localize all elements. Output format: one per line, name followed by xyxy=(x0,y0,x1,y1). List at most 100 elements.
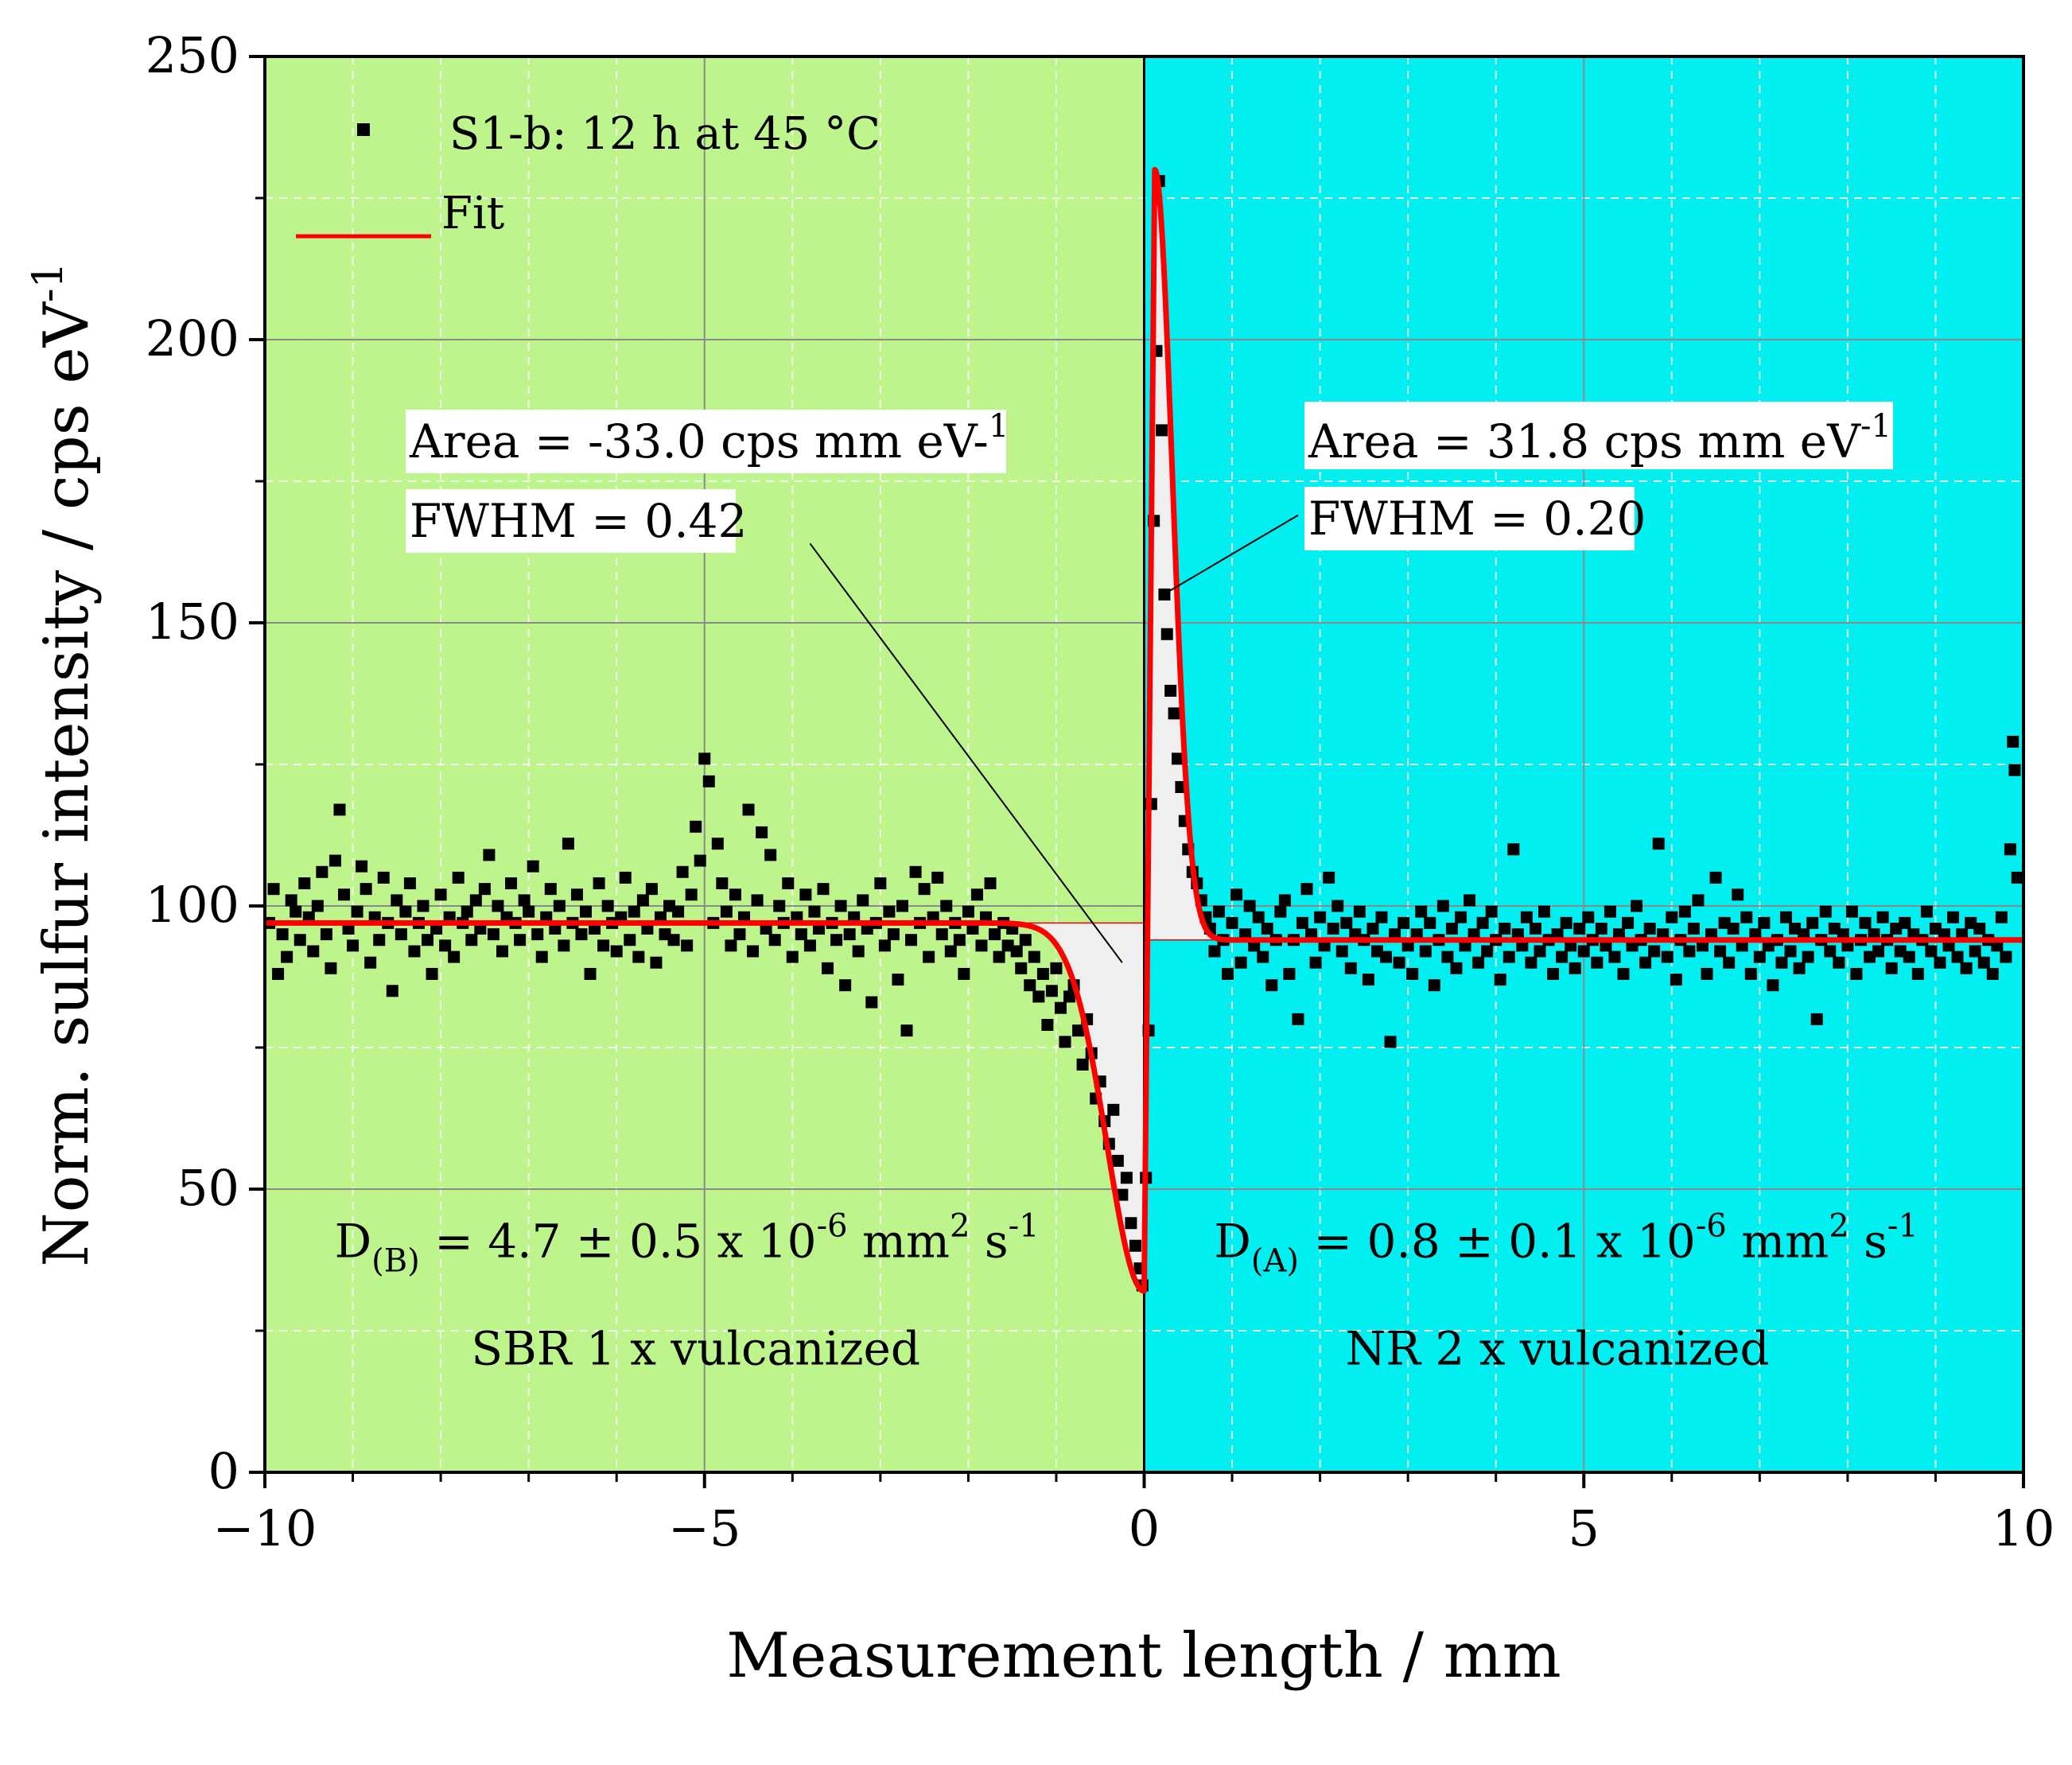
data-point xyxy=(298,877,311,890)
data-point xyxy=(575,928,588,941)
data-point xyxy=(1872,945,1885,958)
data-point xyxy=(469,894,482,907)
data-point xyxy=(742,803,755,816)
data-point xyxy=(2007,736,2020,748)
annotation-left-area: Area = -33.0 cps mm eV-1 xyxy=(409,408,1009,468)
data-point xyxy=(492,900,504,912)
data-point xyxy=(1560,916,1572,929)
data-point xyxy=(535,951,548,963)
data-point xyxy=(1063,990,1076,1003)
data-point xyxy=(426,967,438,980)
data-point xyxy=(1450,962,1463,974)
data-point xyxy=(338,888,350,901)
annotation-left: Area = -33.0 cps mm eV-1 FWHM = 0.42 xyxy=(406,408,1009,553)
x-tick-label: −10 xyxy=(213,1499,317,1557)
data-point xyxy=(478,883,491,896)
data-point xyxy=(1156,424,1168,437)
data-point xyxy=(650,956,663,969)
data-point xyxy=(1454,911,1467,923)
data-point xyxy=(1274,905,1287,918)
data-point xyxy=(1819,905,1832,918)
data-point xyxy=(1252,911,1265,923)
data-point xyxy=(1476,916,1489,929)
data-point xyxy=(399,905,412,918)
data-point xyxy=(320,928,332,941)
data-point xyxy=(276,928,289,941)
data-point xyxy=(892,974,904,986)
annotation-right-area: Area = 31.8 cps mm eV-1 xyxy=(1308,408,1891,468)
data-point xyxy=(1335,945,1348,958)
data-point xyxy=(1977,956,1990,969)
data-point xyxy=(377,871,390,884)
data-point xyxy=(1692,894,1705,907)
data-point xyxy=(1723,956,1736,969)
data-point xyxy=(1622,916,1635,929)
data-point xyxy=(1859,916,1872,929)
data-point xyxy=(799,888,812,901)
data-point xyxy=(1661,951,1674,963)
data-point xyxy=(1024,979,1036,992)
data-point xyxy=(782,877,795,890)
data-point xyxy=(1314,911,1327,923)
data-point xyxy=(2011,871,2023,884)
annotation-left-fwhm: FWHM = 0.42 xyxy=(410,494,747,548)
data-point xyxy=(773,900,786,912)
data-point xyxy=(1556,951,1569,963)
data-point xyxy=(1059,1036,1071,1048)
data-point xyxy=(518,894,531,907)
data-point xyxy=(672,905,685,918)
data-point xyxy=(1036,967,1049,980)
data-point xyxy=(1445,922,1458,935)
data-point xyxy=(1687,922,1700,935)
data-point xyxy=(505,877,518,890)
data-point xyxy=(1485,905,1498,918)
data-point xyxy=(584,967,597,980)
data-point xyxy=(285,894,297,907)
data-point xyxy=(1784,945,1797,958)
data-point xyxy=(989,928,1001,941)
data-point xyxy=(1529,922,1541,935)
annotation-right-box-1 xyxy=(1304,402,1893,469)
data-point xyxy=(356,860,368,873)
data-point xyxy=(1278,894,1291,907)
data-point xyxy=(452,871,465,884)
data-point xyxy=(865,996,878,1009)
data-point xyxy=(1973,922,1986,935)
data-point xyxy=(1569,962,1581,974)
data-point xyxy=(1608,951,1621,963)
legend-label-data: S1-b: 12 h at 45 °C xyxy=(449,108,881,160)
data-point xyxy=(1393,956,1405,969)
data-point xyxy=(1934,956,1946,969)
y-tick-label: 100 xyxy=(146,876,239,934)
data-point xyxy=(698,752,711,765)
data-point xyxy=(984,877,997,890)
data-point xyxy=(1028,951,1040,963)
data-point xyxy=(1331,900,1344,912)
data-point xyxy=(328,854,341,867)
data-point xyxy=(931,871,944,884)
data-point xyxy=(1010,945,1023,958)
data-point xyxy=(1045,985,1058,997)
data-point xyxy=(1076,1058,1089,1071)
data-point xyxy=(857,894,869,907)
data-point xyxy=(690,820,702,833)
data-point xyxy=(1525,956,1537,969)
x-tick-label: 0 xyxy=(1129,1499,1160,1557)
data-point xyxy=(333,803,346,816)
data-point xyxy=(725,939,737,952)
data-point xyxy=(1502,951,1515,963)
data-point xyxy=(1951,951,1964,963)
x-tick-label: 10 xyxy=(1992,1499,2055,1557)
data-point xyxy=(1591,956,1604,969)
data-point xyxy=(720,905,733,918)
data-point xyxy=(993,951,1005,963)
data-point xyxy=(1111,1154,1124,1167)
data-point xyxy=(962,905,974,918)
data-point xyxy=(1481,945,1494,958)
x-tick-label: 5 xyxy=(1569,1499,1600,1557)
data-points xyxy=(265,175,2023,1292)
data-point xyxy=(694,854,706,867)
data-point xyxy=(1775,956,1788,969)
data-point xyxy=(483,849,496,861)
data-point xyxy=(1960,962,1973,974)
